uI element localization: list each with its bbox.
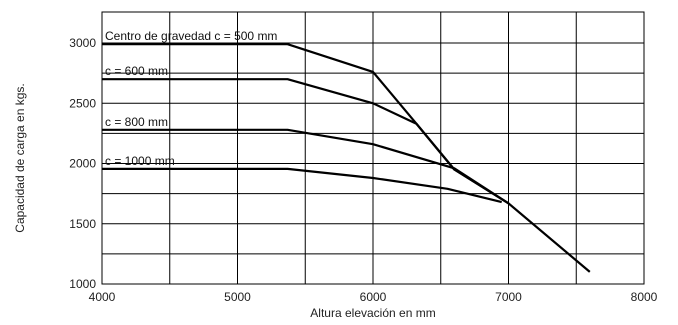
grid-lines bbox=[102, 12, 644, 284]
y-tick-label: 1500 bbox=[69, 217, 96, 231]
y-tick-label: 3000 bbox=[69, 36, 96, 50]
y-tick-label: 2500 bbox=[69, 96, 96, 110]
y-tick-labels: 1000 1500 2000 2500 3000 bbox=[69, 36, 96, 291]
x-axis-label: Altura elevación en mm bbox=[310, 306, 435, 320]
series-label-4: c = 1000 mm bbox=[105, 154, 175, 168]
x-tick-label: 7000 bbox=[495, 290, 522, 304]
y-tick-label: 1000 bbox=[69, 277, 96, 291]
y-tick-label: 2000 bbox=[69, 157, 96, 171]
series-label-3: c = 800 mm bbox=[105, 115, 168, 129]
series-label-2: c = 600 mm bbox=[105, 64, 168, 78]
x-tick-label: 8000 bbox=[631, 290, 658, 304]
x-tick-labels: 4000 5000 6000 7000 8000 bbox=[89, 290, 658, 304]
series-line-3 bbox=[102, 128, 510, 205]
x-tick-label: 6000 bbox=[360, 290, 387, 304]
plot-frame bbox=[101, 11, 645, 285]
series-labels: Centro de gravedad c = 500 mm c = 600 mm c… bbox=[105, 29, 277, 168]
series-label-1: Centro de gravedad c = 500 mm bbox=[105, 29, 277, 43]
series-lines bbox=[102, 43, 591, 273]
x-tick-label: 5000 bbox=[224, 290, 251, 304]
series-line-4 bbox=[102, 167, 502, 204]
y-axis-label: Capacidad de carga en kgs. bbox=[13, 83, 27, 232]
x-tick-label: 4000 bbox=[89, 290, 116, 304]
